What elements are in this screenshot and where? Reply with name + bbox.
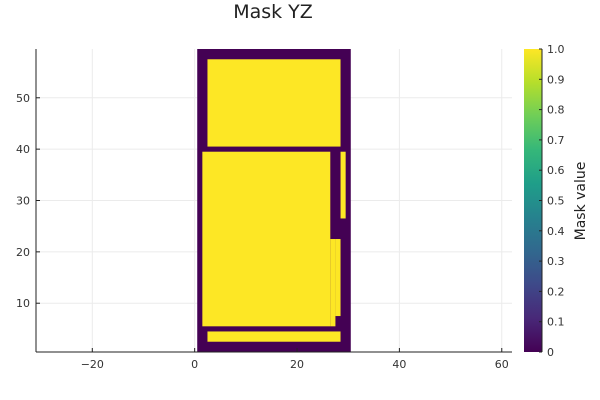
colorbar-gradient <box>524 49 542 352</box>
heatmap-region-value-1 <box>340 151 346 219</box>
colorbar-tick-label: 1.0 <box>547 43 565 56</box>
plot-area: −20 0 20 40 60 10 20 30 40 50 <box>16 49 512 371</box>
colorbar-tick-label: 0.1 <box>547 316 565 329</box>
colorbar-tick-label: 0.2 <box>547 285 565 298</box>
y-tick-label: 40 <box>16 143 30 156</box>
x-tick-label: 20 <box>290 358 304 371</box>
colorbar-tick-label: 0.7 <box>547 134 565 147</box>
colorbar-tick-label: 0.3 <box>547 255 565 268</box>
heatmap-region-value-1 <box>335 239 341 317</box>
heatmap-region-value-1 <box>207 59 341 147</box>
colorbar-tick-label: 0 <box>547 346 554 359</box>
colorbar-tick-label: 0.9 <box>547 73 565 86</box>
x-tick-label: −20 <box>81 358 104 371</box>
y-tick-label: 30 <box>16 195 30 208</box>
colorbar: 0 0.1 0.2 0.3 0.4 0.5 0.6 0.7 0.8 0.9 1.0 <box>524 43 565 359</box>
colorbar-tick-label: 0.5 <box>547 195 565 208</box>
x-tick-label: 40 <box>392 358 406 371</box>
colorbar-label: Mask value <box>573 162 589 241</box>
heatmap-region-value-1 <box>330 239 336 327</box>
x-tick-label: 60 <box>495 358 509 371</box>
y-tick-label: 10 <box>16 297 30 310</box>
colorbar-tick-label: 0.6 <box>547 164 565 177</box>
heatmap-region-value-1 <box>207 331 341 342</box>
colorbar-tick-label: 0.8 <box>547 104 565 117</box>
heatmap-region-value-1 <box>202 151 331 327</box>
x-tick-label: 0 <box>191 358 198 371</box>
y-tick-label: 20 <box>16 246 30 259</box>
chart-title: Mask YZ <box>233 1 313 23</box>
y-tick-label: 50 <box>16 92 30 105</box>
colorbar-tick-label: 0.4 <box>547 225 565 238</box>
